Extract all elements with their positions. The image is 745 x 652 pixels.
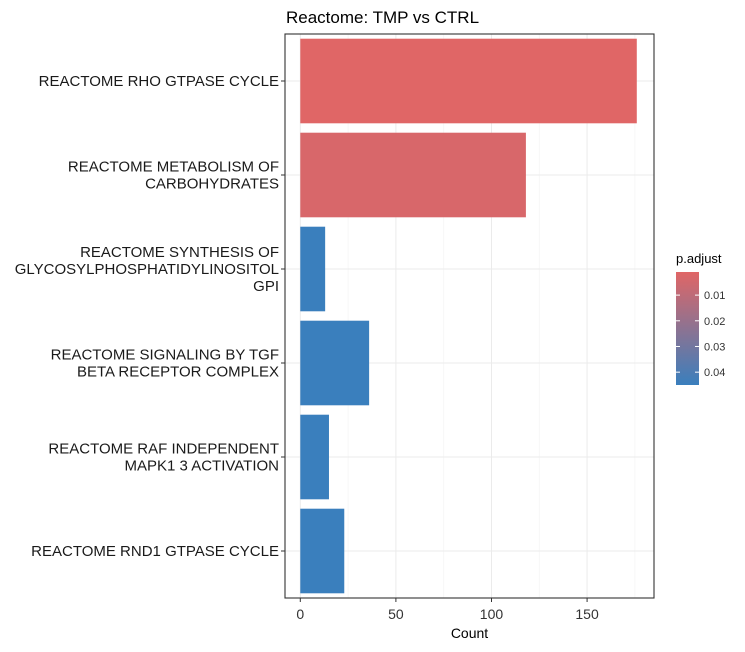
x-axis-title: Count bbox=[451, 625, 488, 641]
category-label-line: CARBOHYDRATES bbox=[145, 176, 279, 193]
category-label-line: REACTOME RHO GTPASE CYCLE bbox=[39, 73, 279, 90]
bars-group bbox=[300, 38, 637, 594]
category-label-line: GLYCOSYLPHOSPHATIDYLINOSITOL bbox=[15, 261, 279, 278]
category-label-line: REACTOME RAF INDEPENDENT bbox=[48, 441, 279, 458]
x-tick-label: 0 bbox=[296, 606, 304, 622]
bar bbox=[300, 320, 370, 406]
legend-tick-label: 0.03 bbox=[704, 341, 725, 353]
x-tick-label: 150 bbox=[575, 606, 599, 622]
legend-tick-label: 0.02 bbox=[704, 316, 725, 328]
category-label-line: REACTOME RND1 GTPASE CYCLE bbox=[31, 543, 279, 560]
category-label: REACTOME RAF INDEPENDENT MAPK1 3 ACTIVATI… bbox=[48, 441, 279, 475]
bar bbox=[300, 132, 526, 218]
bar bbox=[300, 508, 345, 594]
legend-tick-label: 0.01 bbox=[704, 290, 725, 302]
legend-colorbar bbox=[676, 272, 699, 385]
category-label: REACTOME RND1 GTPASE CYCLE bbox=[31, 543, 279, 560]
x-tick-label: 50 bbox=[388, 606, 404, 622]
legend-title: p.adjust bbox=[676, 251, 722, 266]
panel-border bbox=[284, 33, 655, 599]
bar bbox=[300, 226, 326, 312]
category-label: REACTOME RHO GTPASE CYCLE bbox=[39, 73, 279, 90]
category-label-line: REACTOME SIGNALING BY TGF bbox=[51, 347, 279, 364]
category-labels: REACTOME RHO GTPASE CYCLE REACTOME METABO… bbox=[15, 73, 285, 560]
x-axis: 0 50 100 150 bbox=[296, 598, 599, 622]
category-label-line: MAPK1 3 ACTIVATION bbox=[125, 458, 279, 475]
color-legend: p.adjust 0.01 0.02 0.03 0.04 bbox=[676, 251, 725, 385]
bar bbox=[300, 414, 329, 500]
legend-tick-label: 0.04 bbox=[704, 367, 725, 379]
chart-title: Reactome: TMP vs CTRL bbox=[286, 8, 479, 27]
category-label: REACTOME SYNTHESIS OF GLYCOSYLPHOSPHATIDY… bbox=[15, 244, 279, 295]
category-label-line: REACTOME METABOLISM OF bbox=[68, 159, 279, 176]
category-label-line: REACTOME SYNTHESIS OF bbox=[80, 244, 279, 261]
bar bbox=[300, 38, 637, 124]
category-label: REACTOME SIGNALING BY TGF BETA RECEPTOR C… bbox=[51, 347, 279, 381]
category-label-line: GPI bbox=[253, 278, 279, 295]
category-label: REACTOME METABOLISM OF CARBOHYDRATES bbox=[68, 159, 279, 193]
category-label-line: BETA RECEPTOR COMPLEX bbox=[77, 364, 279, 381]
legend-ticks: 0.01 0.02 0.03 0.04 bbox=[676, 290, 725, 379]
x-tick-label: 100 bbox=[480, 606, 504, 622]
